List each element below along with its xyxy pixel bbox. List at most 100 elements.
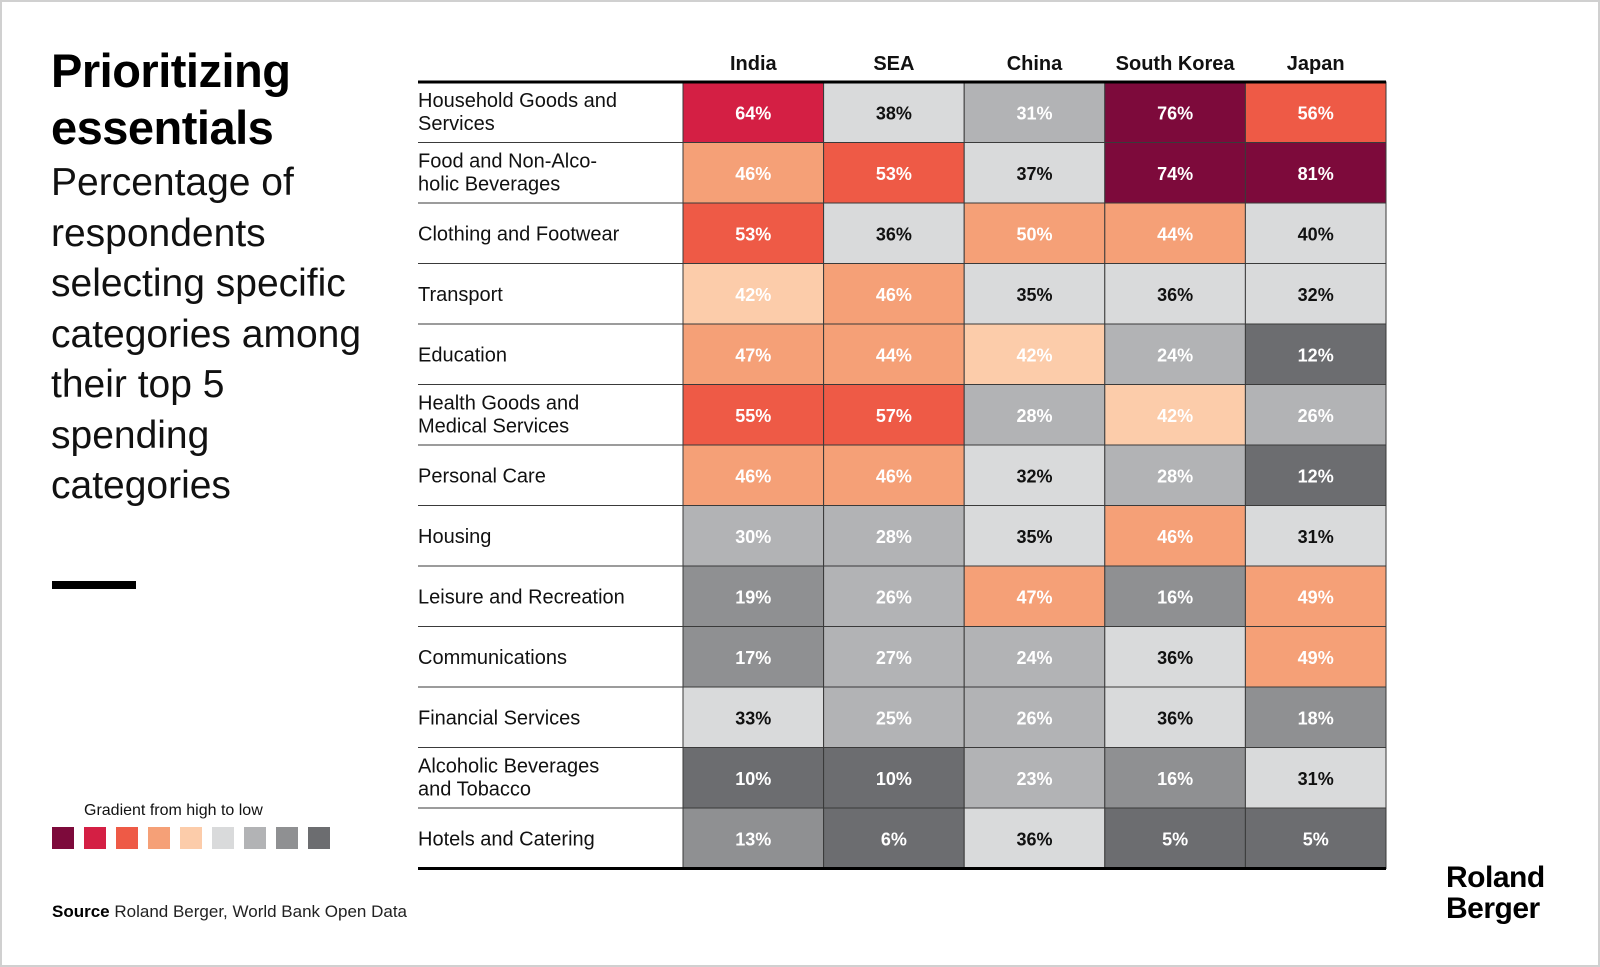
heatmap-cell	[682, 565, 825, 627]
source-text: Roland Berger, World Bank Open Data	[114, 902, 408, 921]
heatmap-cell	[682, 202, 825, 264]
logo-line-1: Roland	[1446, 861, 1545, 894]
cell-value-label: 26%	[1016, 708, 1052, 728]
source-note: Source Roland Berger, World Bank Open Da…	[52, 902, 407, 922]
heatmap-cell	[963, 81, 1106, 143]
heatmap-cell	[1244, 807, 1387, 869]
logo-line-2: Berger	[1446, 892, 1540, 925]
chart-subtitle: Percentage of respondents selecting spec…	[51, 161, 362, 507]
heatmap-cell	[823, 565, 965, 627]
row-label: Leisure and Recreation	[418, 586, 625, 608]
cell-value-label: 17%	[735, 648, 771, 668]
cell-value-label: 42%	[735, 285, 771, 305]
heatmap-cell	[823, 747, 965, 809]
cell-value-label: 47%	[735, 345, 771, 365]
heatmap-cell	[1104, 747, 1246, 809]
heatmap-cell	[1104, 142, 1246, 204]
heatmap-cell	[1104, 263, 1246, 325]
cell-value-label: 5%	[1303, 829, 1329, 849]
heatmap-cell	[963, 202, 1106, 264]
row-label: Alcoholic Beverages and Tobacco	[418, 756, 599, 801]
legend-title: Gradient from high to low	[84, 802, 263, 819]
cell-value-label: 53%	[735, 224, 771, 244]
legend-swatch	[148, 827, 170, 849]
cell-value-label: 30%	[735, 527, 771, 547]
cell-value-label: 28%	[1157, 466, 1193, 486]
cell-value-label: 10%	[876, 769, 912, 789]
cell-value-label: 36%	[1157, 285, 1193, 305]
cell-value-label: 35%	[1016, 285, 1052, 305]
cell-value-label: 46%	[1157, 527, 1193, 547]
cell-value-label: 36%	[1157, 648, 1193, 668]
heatmap-cell	[1104, 807, 1246, 869]
column-header-china: China	[1007, 53, 1063, 75]
cell-value-label: 64%	[735, 103, 771, 123]
cell-value-label: 12%	[1298, 466, 1334, 486]
cell-value-label: 18%	[1298, 708, 1334, 728]
heatmap-cell	[1244, 263, 1387, 325]
legend-swatch	[116, 827, 138, 849]
heatmap-cell	[823, 323, 965, 385]
heatmap-cell	[1244, 202, 1387, 264]
column-header-japan: Japan	[1287, 53, 1345, 75]
cell-value-label: 31%	[1016, 103, 1052, 123]
heatmap-cell	[823, 807, 965, 869]
cell-value-label: 19%	[735, 587, 771, 607]
heatmap-cell	[1104, 444, 1246, 506]
row-label: Health Goods and Medical Services	[418, 393, 579, 438]
cell-value-label: 37%	[1016, 164, 1052, 184]
cell-value-label: 50%	[1016, 224, 1052, 244]
legend-swatch	[180, 827, 202, 849]
heatmap-cell	[963, 686, 1106, 748]
heatmap-cell	[682, 81, 825, 143]
cell-value-label: 81%	[1298, 164, 1334, 184]
row-label: Communications	[418, 647, 567, 669]
row-label: Financial Services	[418, 707, 580, 729]
cell-value-label: 49%	[1298, 648, 1334, 668]
heatmap-cell	[1244, 444, 1387, 506]
cell-value-label: 36%	[876, 224, 912, 244]
cell-value-label: 16%	[1157, 587, 1193, 607]
cell-value-label: 24%	[1157, 345, 1193, 365]
cell-value-label: 28%	[1016, 406, 1052, 426]
heatmap-cell	[823, 142, 965, 204]
heatmap-cell	[1244, 505, 1387, 567]
cell-value-label: 31%	[1298, 769, 1334, 789]
cell-value-label: 38%	[876, 103, 912, 123]
cell-value-label: 26%	[1298, 406, 1334, 426]
row-label: Housing	[418, 526, 491, 548]
heatmap-cell	[823, 81, 965, 143]
heatmap-cell	[1104, 202, 1246, 264]
heatmap-cell	[682, 263, 825, 325]
heatmap-cell	[963, 142, 1106, 204]
roland-berger-logo: Roland Berger	[1446, 862, 1545, 924]
accent-bar	[52, 581, 136, 589]
legend-swatch	[276, 827, 298, 849]
cell-value-label: 28%	[876, 527, 912, 547]
heatmap-cell	[682, 142, 825, 204]
cell-value-label: 16%	[1157, 769, 1193, 789]
heatmap-cell	[682, 807, 825, 869]
cell-value-label: 36%	[1016, 829, 1052, 849]
row-label: Personal Care	[418, 465, 546, 487]
column-header-sea: SEA	[873, 53, 914, 75]
page-title: Prioritizing essentials	[51, 44, 291, 154]
heatmap-cell	[1244, 81, 1387, 143]
column-header-india: India	[730, 53, 778, 75]
heatmap-cell	[823, 202, 965, 264]
heatmap-cell	[1104, 81, 1246, 143]
heatmap-cell	[963, 747, 1106, 809]
cell-value-label: 57%	[876, 406, 912, 426]
cell-value-label: 31%	[1298, 527, 1334, 547]
cell-value-label: 33%	[735, 708, 771, 728]
cell-value-label: 46%	[876, 285, 912, 305]
heatmap-cell	[963, 626, 1106, 688]
legend-swatch	[308, 827, 330, 849]
source-label: Source	[52, 902, 110, 921]
heatmap-cell	[1104, 505, 1246, 567]
cell-value-label: 24%	[1016, 648, 1052, 668]
heatmap-cell	[682, 444, 825, 506]
cell-value-label: 27%	[876, 648, 912, 668]
cell-value-label: 6%	[881, 829, 907, 849]
